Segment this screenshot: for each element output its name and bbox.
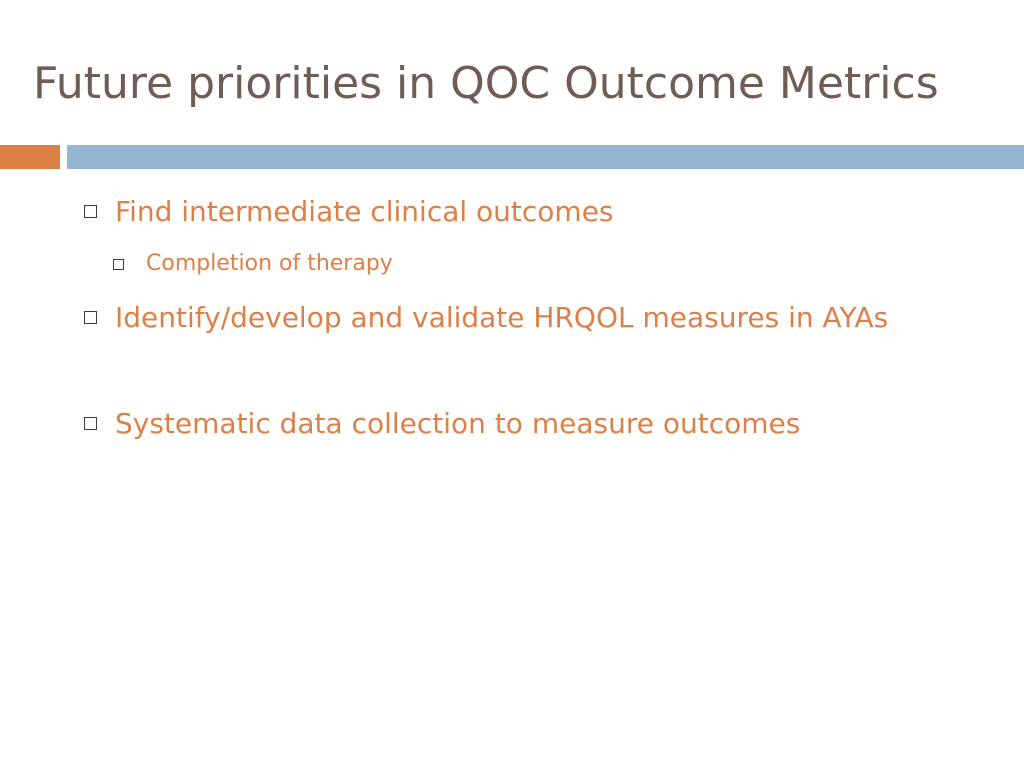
slide-title: Future priorities in QOC Outcome Metrics: [33, 58, 939, 109]
bullet-text: Find intermediate clinical outcomes: [115, 195, 614, 228]
square-bullet-icon: [113, 259, 124, 270]
bullet-item: Find intermediate clinical outcomes: [84, 188, 955, 236]
bullet-item: Systematic data collection to measure ou…: [84, 400, 955, 448]
sub-bullet-item: Completion of therapy: [113, 248, 926, 280]
square-bullet-icon: [84, 205, 97, 218]
accent-bar-blue: [67, 145, 1024, 169]
accent-bar-orange: [0, 145, 60, 169]
square-bullet-icon: [84, 311, 97, 324]
sub-bullet-text: Completion of therapy: [146, 251, 393, 276]
square-bullet-icon: [84, 417, 97, 430]
bullet-text: Systematic data collection to measure ou…: [115, 407, 801, 440]
bullet-item: Identify/develop and validate HRQOL meas…: [84, 294, 955, 342]
bullet-text: Identify/develop and validate HRQOL meas…: [115, 301, 889, 334]
